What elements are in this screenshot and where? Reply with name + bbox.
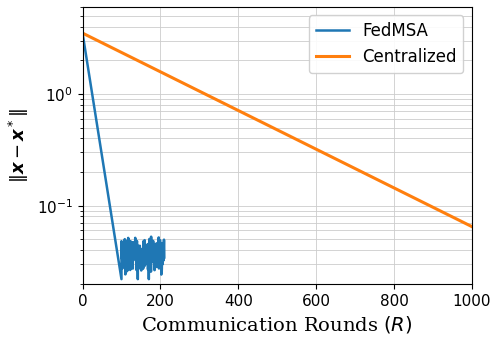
Centralized xyxy=(469,224,475,228)
FedMSA xyxy=(161,255,167,260)
Centralized xyxy=(383,182,389,186)
FedMSA xyxy=(148,260,154,264)
Centralized xyxy=(80,31,86,35)
Legend: FedMSA, Centralized: FedMSA, Centralized xyxy=(309,15,464,73)
FedMSA xyxy=(124,239,130,243)
FedMSA xyxy=(119,277,124,281)
FedMSA xyxy=(124,252,130,256)
X-axis label: Communication Rounds $(R)$: Communication Rounds $(R)$ xyxy=(141,314,413,335)
Line: FedMSA: FedMSA xyxy=(83,33,164,279)
Y-axis label: $\Vert \boldsymbol{x} - \boldsymbol{x}^* \Vert$: $\Vert \boldsymbol{x} - \boldsymbol{x}^*… xyxy=(7,108,31,183)
FedMSA xyxy=(132,253,138,258)
Centralized xyxy=(251,116,257,120)
Centralized xyxy=(120,51,125,55)
FedMSA xyxy=(80,31,86,35)
FedMSA xyxy=(160,262,166,266)
Line: Centralized: Centralized xyxy=(83,33,472,226)
Centralized xyxy=(237,109,243,114)
Centralized xyxy=(390,185,396,189)
Centralized xyxy=(347,164,353,168)
FedMSA xyxy=(128,253,134,257)
